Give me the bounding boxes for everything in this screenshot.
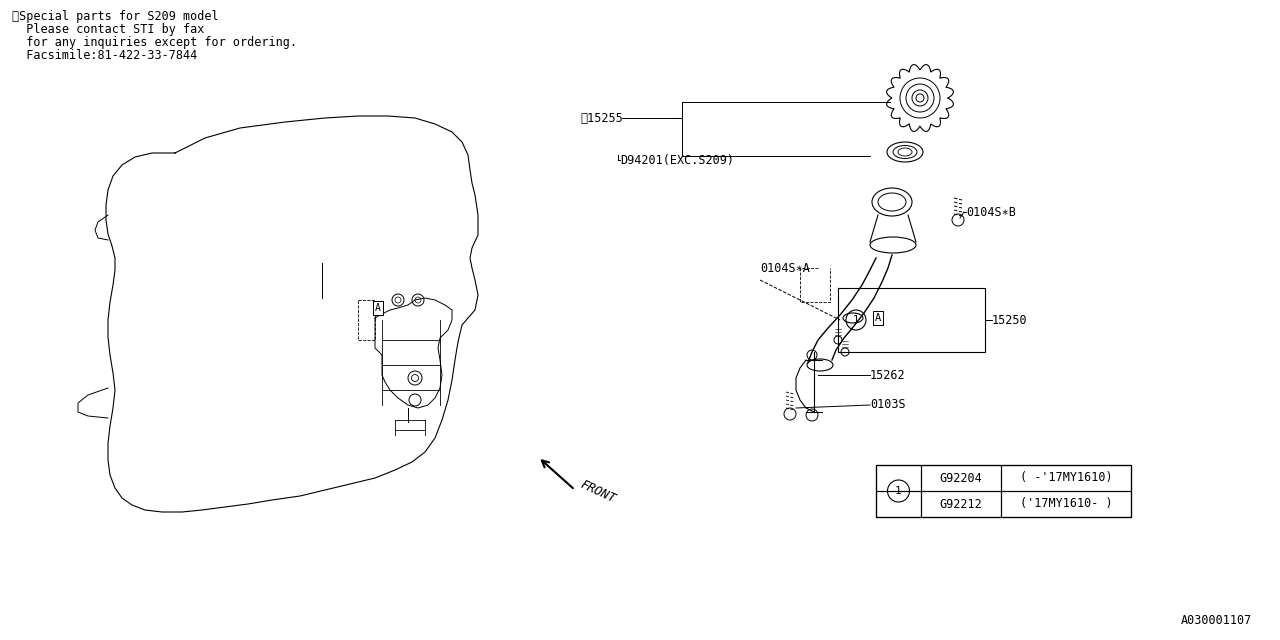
Text: Please contact STI by fax: Please contact STI by fax (12, 23, 205, 36)
Text: ※Special parts for S209 model: ※Special parts for S209 model (12, 10, 219, 23)
Text: 0104S∗A: 0104S∗A (760, 262, 810, 275)
Text: 0104S∗B: 0104S∗B (966, 205, 1016, 218)
Bar (1001, 491, 1132, 517)
Text: 1: 1 (895, 486, 902, 496)
Text: A: A (375, 303, 381, 313)
Bar (1001, 465, 1132, 491)
Text: G92212: G92212 (940, 497, 982, 511)
Text: G92204: G92204 (940, 472, 982, 484)
Text: 15262: 15262 (870, 369, 906, 381)
Text: A030001107: A030001107 (1180, 614, 1252, 627)
Text: ※15255: ※15255 (580, 111, 623, 125)
Text: FRONT: FRONT (579, 478, 617, 506)
Bar (876, 465, 1132, 517)
Text: for any inquiries except for ordering.: for any inquiries except for ordering. (12, 36, 297, 49)
Text: 15250: 15250 (992, 314, 1028, 326)
Text: ('17MY1610- ): ('17MY1610- ) (1020, 497, 1112, 511)
Bar (922, 491, 1001, 517)
Bar (876, 491, 922, 517)
Text: ( -'17MY1610): ( -'17MY1610) (1020, 472, 1112, 484)
Text: 0103S: 0103S (870, 399, 906, 412)
Text: D94201(EXC.S209): D94201(EXC.S209) (620, 154, 733, 166)
Bar (876, 465, 922, 491)
Bar (922, 465, 1001, 491)
Text: 1: 1 (852, 315, 859, 325)
Text: Facsimile:81-422-33-7844: Facsimile:81-422-33-7844 (12, 49, 197, 62)
Text: A: A (874, 313, 881, 323)
